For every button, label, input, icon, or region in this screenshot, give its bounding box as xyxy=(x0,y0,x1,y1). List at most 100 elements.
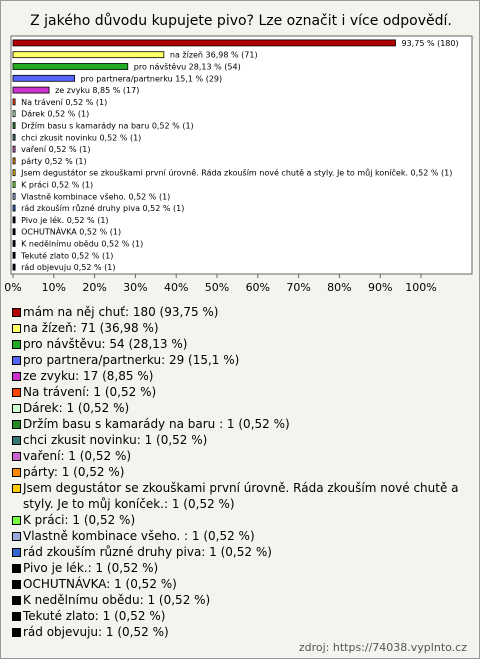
legend-swatch xyxy=(12,404,21,413)
bar-label: Držím basu s kamarády na baru 0,52 % (1) xyxy=(21,122,194,131)
legend-item: Na trávení: 1 (0,52 %) xyxy=(9,384,471,400)
x-tick-label: 60% xyxy=(246,281,270,294)
legend-swatch xyxy=(12,324,21,333)
legend-swatch xyxy=(12,356,21,365)
legend-swatch xyxy=(12,308,21,317)
legend-swatch xyxy=(12,516,21,525)
legend-item: ze zvyku: 17 (8,85 %) xyxy=(9,368,471,384)
legend-item: vaření: 1 (0,52 %) xyxy=(9,448,471,464)
legend-item: K práci: 1 (0,52 %) xyxy=(9,512,471,528)
x-tick-label: 90% xyxy=(368,281,392,294)
plot-area xyxy=(10,35,473,275)
legend-swatch xyxy=(12,388,21,397)
bar-label: Pivo je lék. 0,52 % (1) xyxy=(21,215,108,225)
legend-item: Pivo je lék.: 1 (0,52 %) xyxy=(9,560,471,576)
bar xyxy=(12,157,16,165)
legend-swatch xyxy=(12,532,21,541)
chart: Z jakého důvodu kupujete pivo? Lze označ… xyxy=(4,13,473,294)
legend-label: Držím basu s kamarády na baru : 1 (0,52 … xyxy=(23,417,290,431)
bar xyxy=(12,181,16,188)
bar-label: Dárek 0,52 % (1) xyxy=(21,110,89,119)
legend-label: ze zvyku: 17 (8,85 %) xyxy=(23,369,154,383)
legend-label: OCHUTNÁVKA: 1 (0,52 %) xyxy=(23,577,177,591)
legend-swatch xyxy=(12,372,21,381)
bar-label: K práci 0,52 % (1) xyxy=(21,181,93,190)
legend-item: na žízeň: 71 (36,98 %) xyxy=(9,320,471,336)
legend-swatch xyxy=(12,596,21,605)
legend-item: OCHUTNÁVKA: 1 (0,52 %) xyxy=(9,576,471,592)
bar-label: rád objevuju 0,52 % (1) xyxy=(21,263,115,272)
bar-label: párty 0,52 % (1) xyxy=(21,157,87,166)
bar xyxy=(12,240,16,247)
x-tick-label: 80% xyxy=(327,281,351,294)
bar-label: Vlastně kombinace všeho. 0,52 % (1) xyxy=(21,191,170,201)
legend-item: párty: 1 (0,52 %) xyxy=(9,464,471,480)
legend-item: Držím basu s kamarády na baru : 1 (0,52 … xyxy=(9,416,471,432)
legend-item: Dárek: 1 (0,52 %) xyxy=(9,400,471,416)
bar xyxy=(12,145,16,153)
legend-label: mám na něj chuť: 180 (93,75 %) xyxy=(23,305,219,319)
legend-swatch xyxy=(12,580,21,589)
bar xyxy=(12,204,16,212)
legend-swatch xyxy=(12,468,21,477)
bar-label: pro návštěvu 28,13 % (54) xyxy=(134,62,241,72)
legend-swatch xyxy=(12,420,21,429)
bar-label: 93,75 % (180) xyxy=(402,39,459,48)
bar xyxy=(12,74,76,82)
bar-label: chci zkusit novinku 0,52 % (1) xyxy=(21,133,141,142)
bar xyxy=(12,228,16,236)
x-tick-label: 50% xyxy=(205,281,229,294)
bar-label: na žízeň 36,98 % (71) xyxy=(170,50,258,60)
legend-label: párty: 1 (0,52 %) xyxy=(23,465,125,479)
bar xyxy=(12,169,16,177)
legend-item: mám na něj chuť: 180 (93,75 %) xyxy=(9,304,471,320)
chart-title: Z jakého důvodu kupujete pivo? Lze označ… xyxy=(30,13,452,29)
bar xyxy=(12,110,16,118)
bar xyxy=(12,192,16,200)
x-tick-label: 20% xyxy=(82,281,106,294)
bar xyxy=(12,63,129,70)
bar-label: pro partnera/partnerku 15,1 % (29) xyxy=(81,74,223,83)
bar-label: Na trávení 0,52 % (1) xyxy=(21,98,107,107)
legend-item: pro partnera/partnerku: 29 (15,1 %) xyxy=(9,352,471,368)
legend-label: rád zkouším různé druhy piva: 1 (0,52 %) xyxy=(23,545,272,559)
x-tick-label: 30% xyxy=(123,281,147,294)
legend-swatch xyxy=(12,548,21,557)
x-tick-label: 70% xyxy=(286,281,310,294)
legend-swatch xyxy=(12,484,21,493)
bar-label: K nedělnímu obědu 0,52 % (1) xyxy=(21,240,143,249)
bar xyxy=(12,133,16,141)
bar-label: ze zvyku 8,85 % (17) xyxy=(55,86,139,95)
legend-item: chci zkusit novinku: 1 (0,52 %) xyxy=(9,432,471,448)
bar xyxy=(12,263,16,271)
legend-item: K nedělnímu obědu: 1 (0,52 %) xyxy=(9,592,471,608)
bar xyxy=(12,216,16,224)
bar-label: Jsem degustátor se zkouškami první úrovn… xyxy=(20,168,452,178)
bar xyxy=(12,39,396,47)
legend-item: rád zkouším různé druhy piva: 1 (0,52 %) xyxy=(9,544,471,560)
legend-label: pro návštěvu: 54 (28,13 %) xyxy=(23,337,188,351)
legend-item: pro návštěvu: 54 (28,13 %) xyxy=(9,336,471,352)
legend: mám na něj chuť: 180 (93,75 %) na žízeň: … xyxy=(9,304,471,640)
bar-label: Tekuté zlato 0,52 % (1) xyxy=(20,250,113,260)
legend-label: Vlastně kombinace všeho. : 1 (0,52 %) xyxy=(23,529,255,543)
bar xyxy=(12,51,165,59)
x-tick-label: 10% xyxy=(42,281,66,294)
legend-label: Dárek: 1 (0,52 %) xyxy=(23,401,130,415)
legend-swatch xyxy=(12,612,21,621)
legend-label: pro partnera/partnerku: 29 (15,1 %) xyxy=(23,353,240,367)
bar-label: OCHUTNÁVKA 0,52 % (1) xyxy=(21,226,121,237)
bar-label: vaření 0,52 % (1) xyxy=(21,145,90,154)
bar xyxy=(12,98,16,106)
bar xyxy=(12,86,50,94)
bar xyxy=(12,251,16,259)
legend-label: Na trávení: 1 (0,52 %) xyxy=(23,385,157,399)
legend-swatch xyxy=(12,452,21,461)
legend-item: rád objevuju: 1 (0,52 %) xyxy=(9,624,471,640)
x-tick-label: 40% xyxy=(164,281,188,294)
legend-label: Tekuté zlato: 1 (0,52 %) xyxy=(23,609,166,623)
legend-label: rád objevuju: 1 (0,52 %) xyxy=(23,625,169,639)
legend-label: K nedělnímu obědu: 1 (0,52 %) xyxy=(23,593,211,607)
legend-label: Jsem degustátor se zkouškami první úrovn… xyxy=(23,481,459,511)
